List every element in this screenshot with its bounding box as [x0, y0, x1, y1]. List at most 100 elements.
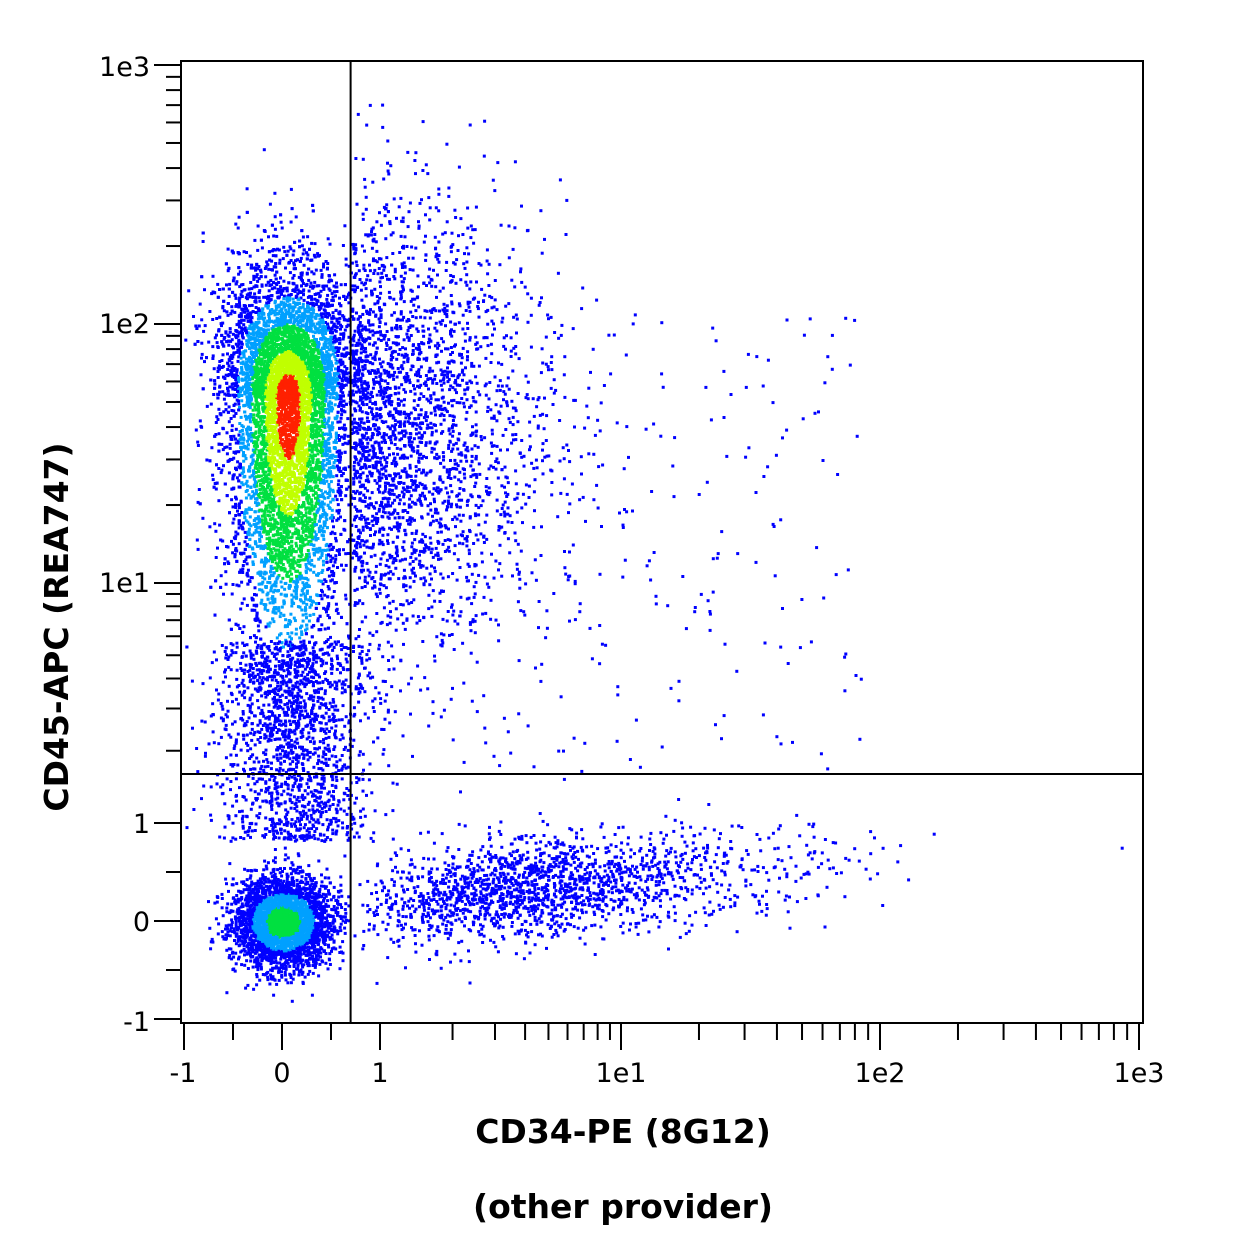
scatter-point: [208, 525, 212, 529]
scatter-point: [307, 438, 310, 442]
scatter-point: [265, 537, 269, 541]
scatter-point: [279, 580, 283, 584]
scatter-point: [236, 509, 239, 513]
scatter-point: [319, 306, 323, 310]
scatter-point: [211, 318, 215, 321]
scatter-point: [253, 510, 257, 514]
scatter-point: [237, 395, 241, 398]
scatter-point: [336, 434, 340, 437]
scatter-point: [301, 544, 305, 548]
scatter-point: [262, 148, 266, 152]
scatter-point: [321, 559, 325, 563]
scatter-point: [264, 265, 268, 269]
scatter-point: [274, 323, 278, 327]
scatter-point: [313, 242, 317, 246]
scatter-point: [352, 490, 356, 494]
scatter-point: [262, 320, 266, 324]
scatter-point: [230, 498, 234, 502]
scatter-point: [358, 408, 362, 412]
scatter-point: [271, 527, 275, 531]
scatter-point: [283, 510, 287, 514]
scatter-point: [243, 288, 247, 292]
scatter-point: [248, 304, 251, 308]
scatter-point: [268, 691, 271, 695]
scatter-point: [335, 607, 339, 611]
scatter-point: [217, 407, 221, 411]
scatter-point: [336, 566, 339, 569]
scatter-point: [316, 418, 320, 422]
scatter-point: [245, 555, 249, 559]
scatter-point: [290, 593, 294, 597]
scatter-point: [346, 417, 350, 421]
scatter-point: [264, 462, 268, 466]
scatter-point: [257, 706, 261, 710]
scatter-point: [336, 517, 340, 521]
scatter-point: [302, 592, 306, 596]
scatter-point: [306, 578, 310, 582]
scatter-point: [346, 442, 350, 446]
scatter-point: [275, 636, 279, 640]
scatter-point: [294, 541, 298, 545]
scatter-point: [251, 331, 255, 335]
scatter-point: [282, 522, 286, 526]
scatter-point: [289, 247, 293, 251]
scatter-point: [239, 371, 243, 375]
scatter-point: [299, 574, 303, 578]
scatter-point: [246, 568, 250, 572]
scatter-point: [289, 553, 293, 557]
scatter-point: [216, 346, 220, 349]
scatter-point: [323, 496, 327, 500]
scatter-point: [279, 315, 283, 319]
scatter-point: [245, 643, 249, 647]
scatter-point: [223, 650, 227, 653]
scatter-point: [221, 448, 225, 452]
scatter-point: [300, 244, 304, 248]
scatter-point: [230, 409, 234, 412]
scatter-point: [271, 254, 275, 258]
scatter-point: [263, 577, 267, 581]
scatter-point: [264, 470, 268, 474]
scatter-point: [249, 576, 253, 580]
scatter-point: [319, 461, 323, 465]
scatter-point: [269, 478, 273, 482]
scatter-point: [335, 474, 339, 478]
scatter-point: [256, 224, 260, 228]
scatter-point: [319, 268, 323, 272]
scatter-point: [211, 473, 215, 477]
scatter-point: [329, 466, 333, 470]
scatter-point: [273, 273, 277, 277]
scatter-point: [312, 512, 316, 516]
scatter-point: [295, 672, 299, 676]
scatter-point: [228, 446, 232, 450]
scatter-point: [249, 524, 253, 528]
scatter-point: [209, 402, 213, 406]
scatter-point: [341, 442, 345, 446]
scatter-point: [293, 549, 297, 553]
scatter-point: [313, 337, 317, 341]
scatter-point: [335, 498, 339, 502]
scatter-point: [330, 298, 334, 302]
scatter-point: [238, 285, 242, 289]
scatter-point: [212, 393, 216, 396]
scatter-point: [243, 390, 247, 394]
scatter-point: [292, 589, 296, 593]
scatter-point: [334, 455, 337, 459]
scatter-point: [324, 448, 328, 452]
scatter-point: [249, 291, 252, 295]
scatter-point: [313, 454, 317, 458]
scatter-point: [347, 393, 351, 397]
scatter-point: [333, 403, 337, 407]
scatter-point: [274, 403, 278, 407]
scatter-point: [279, 302, 283, 306]
scatter-point: [283, 250, 287, 254]
scatter-point: [254, 306, 258, 309]
scatter-point: [285, 403, 289, 407]
scatter-point: [297, 533, 301, 537]
scatter-point: [251, 653, 255, 657]
scatter-point: [245, 603, 249, 607]
scatter-point: [333, 581, 337, 585]
scatter-point: [339, 394, 342, 398]
scatter-point: [273, 642, 277, 646]
scatter-point: [237, 215, 241, 219]
scatter-point: [259, 416, 262, 420]
